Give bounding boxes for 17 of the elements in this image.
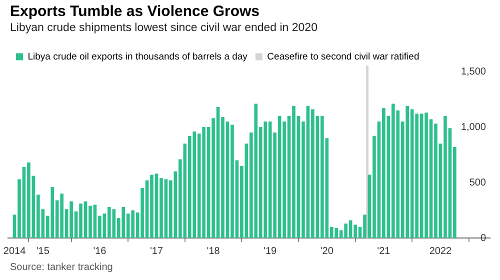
chart-subtitle: Libyan crude shipments lowest since civil war ended in 2020: [10, 22, 318, 34]
x-tick-label: '20: [320, 246, 334, 257]
x-tick-label: '17: [150, 246, 164, 257]
x-tick-label: '18: [206, 246, 220, 257]
y-tick-label: 1,000: [460, 122, 486, 133]
legend-label: Ceasefire to second civil war ratified: [267, 51, 420, 62]
chart-title: Exports Tumble as Violence Grows: [10, 3, 260, 20]
y-tick-label: 500: [469, 177, 486, 188]
x-tick-label: '16: [93, 246, 107, 257]
source-note: Source: tanker tracking: [10, 262, 113, 273]
y-tick-label: 1,500: [460, 66, 486, 78]
x-tick-label: '21: [377, 246, 391, 257]
x-tick-label: 2014: [3, 246, 26, 257]
x-tick-label: '19: [264, 246, 278, 257]
x-tick-label: 2022: [429, 246, 452, 257]
legend-label: Libya crude oil exports in thousands of barrels a day: [28, 51, 248, 62]
x-tick-label: '15: [36, 246, 50, 257]
